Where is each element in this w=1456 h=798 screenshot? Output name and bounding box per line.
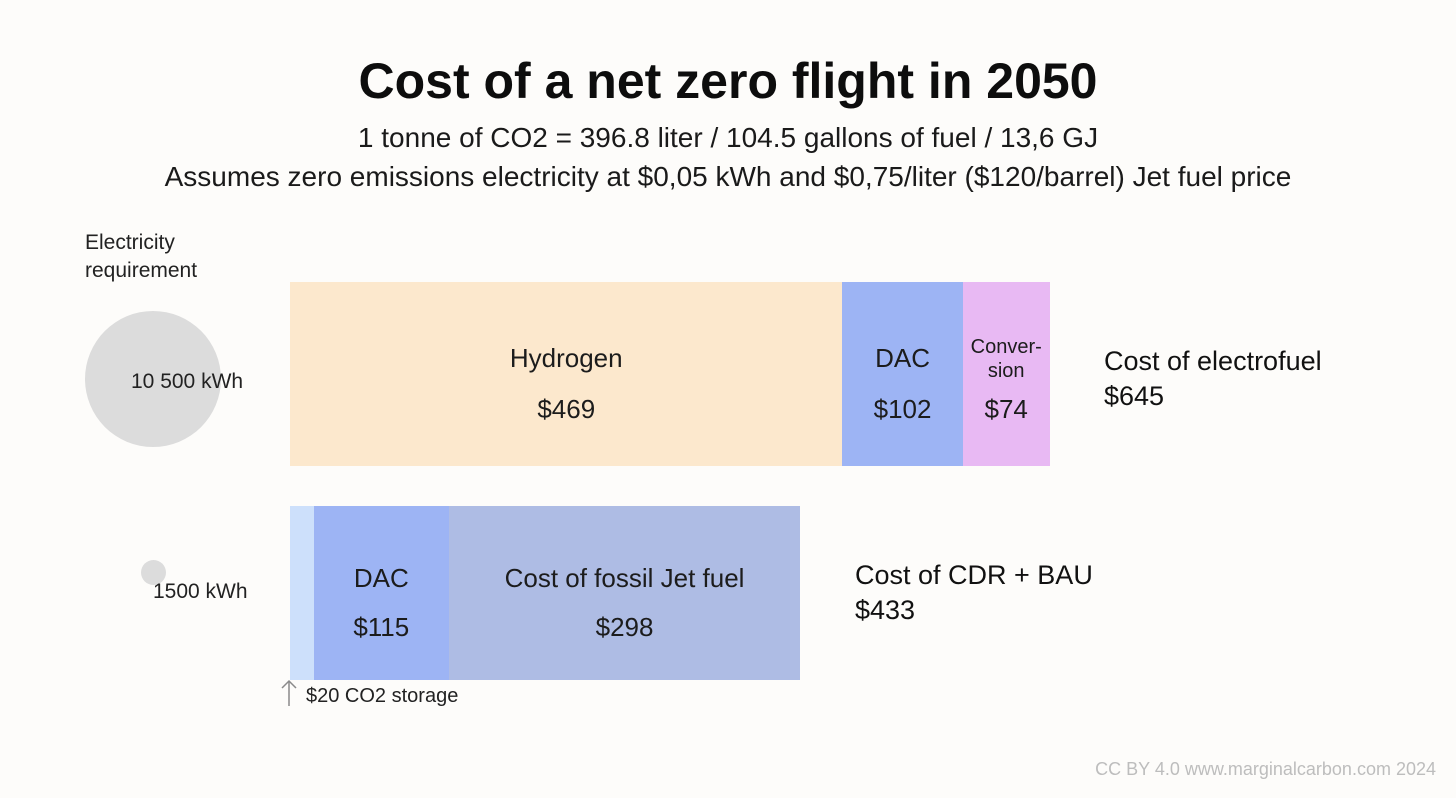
segment-value: $115 [353, 612, 410, 643]
electrofuel-total-label: Cost of electrofuel [1104, 346, 1322, 376]
electricity-bubble-cdr [141, 560, 166, 585]
segment-value: $74 [984, 394, 1028, 425]
chart-subtitle-assumptions: Assumes zero emissions electricity at $0… [164, 161, 1292, 192]
up-arrow-icon [281, 679, 297, 706]
segment-value: $102 [873, 394, 932, 425]
electrofuel-segment-conver-sion: Conver-sion $74 [962, 282, 1050, 466]
electricity-label-cdr: 1500 kWh [153, 580, 248, 603]
electrofuel-segment-hydrogen: Hydrogen $469 [290, 282, 843, 466]
cdr-segment-cost-of-fossil-jet-fuel: Cost of fossil Jet fuel $298 [449, 506, 801, 680]
segment-label: DAC [875, 342, 930, 373]
electricity-bubble-electrofuel [85, 311, 221, 447]
cdr-segment-co2-storage [290, 506, 314, 680]
cdr-bau-total-value: $433 [855, 595, 916, 625]
cdr-bau-total-label: Cost of CDR + BAU [855, 560, 1093, 590]
segment-label: DAC [353, 563, 409, 594]
cdr-segment-dac: DAC $115 [313, 506, 450, 680]
chart-title: Cost of a net zero flight in 2050 [358, 53, 1098, 109]
electrofuel-segment-dac: DAC $102 [842, 282, 963, 466]
segment-value: $469 [537, 394, 596, 425]
chart-subtitle-fuel-equivalence: 1 tonne of CO2 = 396.8 liter / 104.5 gal… [357, 122, 1099, 153]
segment-label: Hydrogen [509, 342, 623, 373]
electricity-label-electrofuel: 10 500 kWh [131, 370, 244, 393]
credit-line: CC BY 4.0 www.marginalcarbon.com 2024 [1095, 759, 1436, 779]
segment-value: $298 [595, 612, 654, 643]
electrofuel-total: Cost of electrofuel $645 [1104, 344, 1322, 414]
electricity-requirement-header: Electricity requirement [85, 231, 198, 282]
co2-storage-annotation: $20 CO2 storage [306, 685, 459, 707]
electrofuel-total-value: $645 [1104, 381, 1165, 411]
segment-label: Conver-sion [970, 336, 1042, 383]
segment-label: Cost of fossil Jet fuel [504, 563, 745, 594]
cdr-bau-total: Cost of CDR + BAU $433 [855, 558, 1093, 628]
